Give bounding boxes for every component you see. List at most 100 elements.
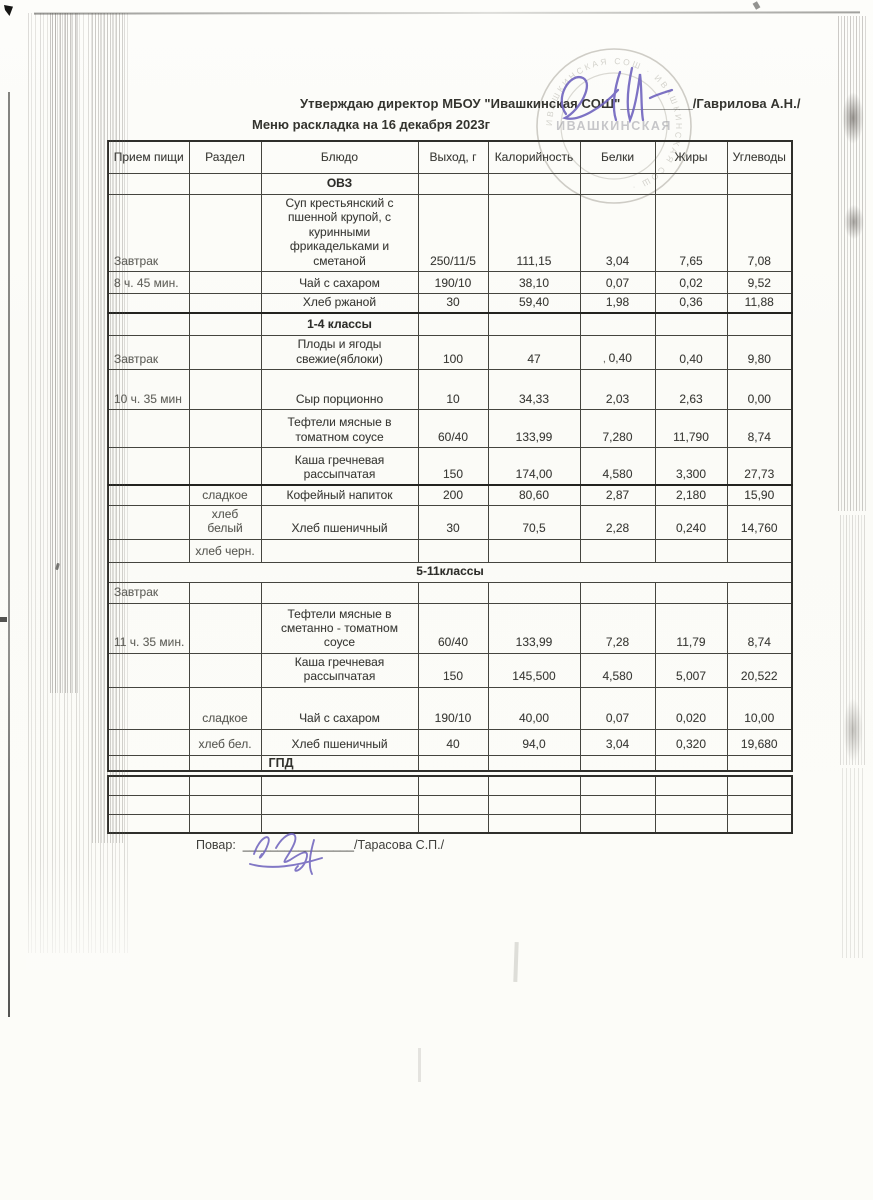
cook-name: /Тарасова С.П./ xyxy=(354,838,445,852)
cell-proteins: 4,580 xyxy=(579,446,656,487)
cell-carbs: 27,73 xyxy=(726,446,793,487)
cell-calories: 145,500 xyxy=(487,652,581,688)
cell-section xyxy=(188,270,262,294)
cell-fats: 11,79 xyxy=(654,602,728,654)
cell-carbs: 8,74 xyxy=(726,408,793,448)
menu-title: Меню раскладка на 16 декабря 2023г xyxy=(252,117,491,132)
cell-mealtime xyxy=(107,775,190,796)
table-row: Завтрак Плоды и ягоды свежие(яблоки) 100 47… xyxy=(107,334,793,370)
cell-proteins: 1,98 xyxy=(579,292,656,315)
cell-calories xyxy=(487,538,581,563)
scan-artifact-blob xyxy=(838,82,868,154)
cell-proteins: 2,03 xyxy=(579,368,656,410)
table-row: Каша гречневая рассыпчатая 150 145,500 4,58… xyxy=(107,652,793,688)
cell-output xyxy=(417,173,489,195)
cell-fats: 0,40 xyxy=(654,334,728,370)
approval-director-name: /Гаврилова А.Н./ xyxy=(692,96,801,111)
cell-section xyxy=(188,408,262,448)
cell-section: сладкое xyxy=(188,484,262,506)
cell-carbs: 20,522 xyxy=(726,652,793,688)
cell-dish xyxy=(260,794,419,815)
cell-proteins xyxy=(579,775,656,796)
cell-section xyxy=(188,312,262,336)
cell-calories xyxy=(487,312,581,336)
cell-carbs xyxy=(726,754,793,772)
cell-proteins xyxy=(579,794,656,815)
cell-calories: 40,00 xyxy=(487,686,581,730)
menu-table: Прием пищи Раздел Блюдо Выход, г Калорийност… xyxy=(107,140,793,773)
cell-section xyxy=(188,173,262,195)
cell-proteins: , 0,40 xyxy=(579,334,656,370)
cell-section: хлеб бел. xyxy=(188,728,262,756)
cell-fats: 2,63 xyxy=(654,368,728,410)
cell-carbs: 11,88 xyxy=(726,292,793,315)
cell-carbs: 19,680 xyxy=(726,728,793,756)
cell-mealtime xyxy=(107,446,190,487)
approval-signature-blank: __________ xyxy=(620,96,693,111)
cell-output: 10 xyxy=(417,368,489,410)
cell-mealtime: 8 ч. 45 мин. xyxy=(107,270,190,294)
column-header-section: Раздел xyxy=(188,140,262,174)
cell-dish: Чай с сахаром xyxy=(260,270,419,294)
cell-proteins: 7,28 xyxy=(579,602,656,654)
cook-line: Повар: ________________/Тарасова С.П./ xyxy=(196,838,444,852)
scan-artifact-speck xyxy=(513,941,519,983)
cell-output: 150 xyxy=(417,652,489,688)
cell-output xyxy=(417,312,489,336)
scan-artifact-right-streaks xyxy=(840,515,866,765)
approval-prefix: Утверждаю директор МБОУ "Ивашкинская СОШ… xyxy=(300,96,621,111)
table-row: 1-4 классы xyxy=(107,312,793,336)
cell-mealtime xyxy=(107,292,190,315)
cell-mealtime xyxy=(107,484,190,506)
cell-calories xyxy=(487,813,581,834)
cell-proteins: 3,04 xyxy=(579,728,656,756)
cell-mealtime xyxy=(107,538,190,563)
cell-carbs xyxy=(726,538,793,563)
cell-proteins xyxy=(579,813,656,834)
cell-mealtime xyxy=(107,173,190,195)
cell-fats xyxy=(654,754,728,772)
cell-dish xyxy=(260,538,419,563)
table-row: Тефтели мясные в томатном соусе 60/40 133,… xyxy=(107,408,793,448)
table-row: Каша гречневая рассыпчатая 150 174,00 4,580… xyxy=(107,446,793,487)
cell-section: хлеб черн. xyxy=(188,538,262,563)
table-row: Завтрак xyxy=(107,581,793,604)
scan-artifact-top-line xyxy=(33,11,861,15)
cell-output: 40 xyxy=(417,728,489,756)
cell-calories xyxy=(487,754,581,772)
cell-section xyxy=(188,292,262,315)
gpd-table xyxy=(107,775,793,834)
cell-section: сладкое xyxy=(188,686,262,730)
cell-dish: Хлеб пшеничный xyxy=(260,728,419,756)
cell-carbs xyxy=(726,775,793,796)
cell-fats: 0,320 xyxy=(654,728,728,756)
cell-carbs: 15,90 xyxy=(726,484,793,506)
cell-fats: 7,65 xyxy=(654,194,728,272)
cell-output xyxy=(417,754,489,772)
table-row: 8 ч. 45 мин. Чай с сахаром 190/10 38,10 0,07… xyxy=(107,270,793,294)
cell-output xyxy=(417,813,489,834)
stamp-center-text: ИВАШКИНСКАЯ xyxy=(556,119,672,133)
cell-fats: 0,36 xyxy=(654,292,728,315)
scan-artifact-speck xyxy=(418,1048,421,1082)
cell-calories: 34,33 xyxy=(487,368,581,410)
cell-calories xyxy=(487,581,581,604)
table-row: 5-11классы xyxy=(107,561,793,583)
cell-output: 60/40 xyxy=(417,602,489,654)
cell-section xyxy=(188,334,262,370)
scan-artifact-blob xyxy=(840,198,868,246)
cell-proteins: 2,28 xyxy=(579,504,656,540)
cell-fats xyxy=(654,813,728,834)
cell-fats: 0,020 xyxy=(654,686,728,730)
table-row: 11 ч. 35 мин. Тефтели мясные в сметанно -… xyxy=(107,602,793,654)
cell-proteins xyxy=(579,581,656,604)
scan-artifact-fade xyxy=(26,860,130,970)
cell-calories: 111,15 xyxy=(487,194,581,272)
cell-proteins xyxy=(579,754,656,772)
cell-section xyxy=(188,194,262,272)
cell-section xyxy=(188,652,262,688)
cell-carbs: 14,760 xyxy=(726,504,793,540)
cell-dish: Каша гречневая рассыпчатая xyxy=(260,446,419,487)
cell-carbs: 0,00 xyxy=(726,368,793,410)
cell-proteins xyxy=(579,538,656,563)
